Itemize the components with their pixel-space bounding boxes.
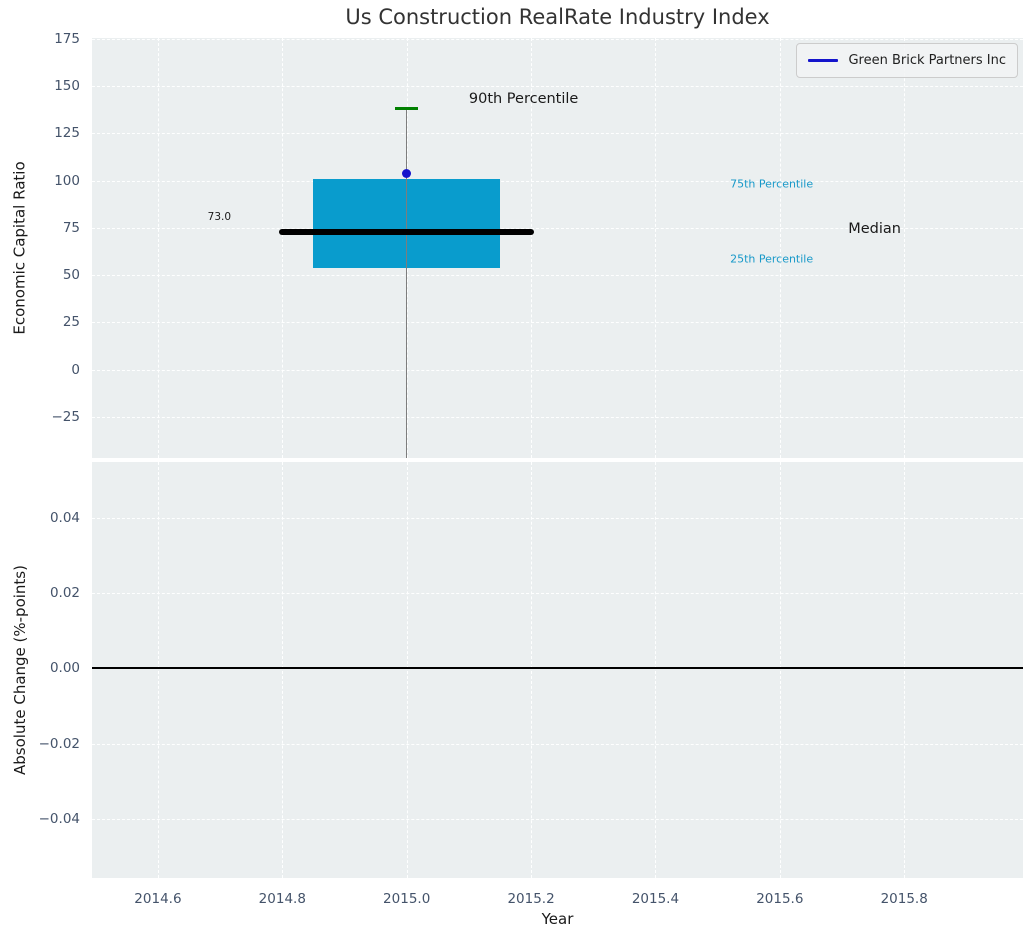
annotation-median: Median xyxy=(848,220,901,237)
v-gridline xyxy=(779,38,781,458)
v-gridline xyxy=(282,38,284,458)
y-tick-label: −0.04 xyxy=(38,810,80,827)
y-tick-label: 0.02 xyxy=(49,585,80,602)
h-gridline xyxy=(92,227,1023,229)
h-gridline xyxy=(92,180,1023,182)
v-gridline xyxy=(531,38,533,458)
v-gridline xyxy=(904,462,906,878)
legend: Green Brick Partners Inc xyxy=(796,43,1018,78)
h-gridline xyxy=(92,322,1023,324)
v-gridline xyxy=(282,462,284,878)
x-tick-label: 2015.0 xyxy=(383,891,431,907)
v-gridline xyxy=(406,462,408,878)
y-tick-label: 150 xyxy=(54,78,80,95)
v-gridline xyxy=(157,38,159,458)
y-tick-label: 0.00 xyxy=(49,660,80,677)
legend-line-icon xyxy=(808,59,839,62)
y-tick-label: 75 xyxy=(62,219,80,236)
x-tick-label: 2015.8 xyxy=(880,891,928,907)
x-tick-label: 2014.6 xyxy=(134,891,182,907)
y-tick-label: 175 xyxy=(54,30,80,47)
x-axis-label: Year xyxy=(541,910,574,928)
h-gridline xyxy=(92,593,1023,595)
x-tick-label: 2015.6 xyxy=(756,891,804,907)
y-tick-label: 100 xyxy=(54,172,80,189)
h-gridline xyxy=(92,275,1023,277)
annotation-90th-percentile: 90th Percentile xyxy=(468,91,579,108)
annotation-73-0: 73.0 xyxy=(207,210,232,223)
p90-cap xyxy=(395,107,419,111)
bottom-plot-absolute-change xyxy=(92,462,1023,878)
y-tick-label: 125 xyxy=(54,125,80,142)
h-gridline xyxy=(92,38,1023,40)
annotation-75th-percentile: 75th Percentile xyxy=(730,177,814,191)
h-gridline xyxy=(92,86,1023,88)
legend-label: Green Brick Partners Inc xyxy=(848,53,1006,68)
v-gridline xyxy=(655,38,657,458)
h-gridline xyxy=(92,133,1023,135)
y-tick-label: 0 xyxy=(71,361,80,378)
y-tick-label: 0.04 xyxy=(49,510,80,527)
top-plot-economic-capital-ratio: Green Brick Partners Inc 90th Percentile… xyxy=(92,38,1023,458)
y-tick-label: 50 xyxy=(62,267,80,284)
h-gridline xyxy=(92,743,1023,745)
h-gridline xyxy=(92,369,1023,371)
zero-reference-line xyxy=(92,667,1023,670)
annotation-25th-percentile: 25th Percentile xyxy=(730,252,814,266)
x-tick-label: 2015.4 xyxy=(631,891,680,907)
y-tick-label: −0.02 xyxy=(38,735,80,752)
v-gridline xyxy=(655,462,657,878)
whisker-line xyxy=(405,108,408,458)
v-gridline xyxy=(531,462,533,878)
chart-title: Us Construction RealRate Industry Index xyxy=(345,5,770,29)
h-gridline xyxy=(92,518,1023,520)
h-gridline xyxy=(92,416,1023,418)
v-gridline xyxy=(904,38,906,458)
company-point-dot xyxy=(402,168,412,178)
x-tick-label: 2015.2 xyxy=(507,891,555,907)
v-gridline xyxy=(779,462,781,878)
y-tick-label: −25 xyxy=(51,408,81,425)
median-line xyxy=(279,228,535,235)
x-tick-label: 2014.8 xyxy=(258,891,306,907)
h-gridline xyxy=(92,818,1023,820)
y-axis-label-top: Economic Capital Ratio xyxy=(11,161,30,335)
y-tick-label: 25 xyxy=(62,314,80,331)
v-gridline xyxy=(157,462,159,878)
